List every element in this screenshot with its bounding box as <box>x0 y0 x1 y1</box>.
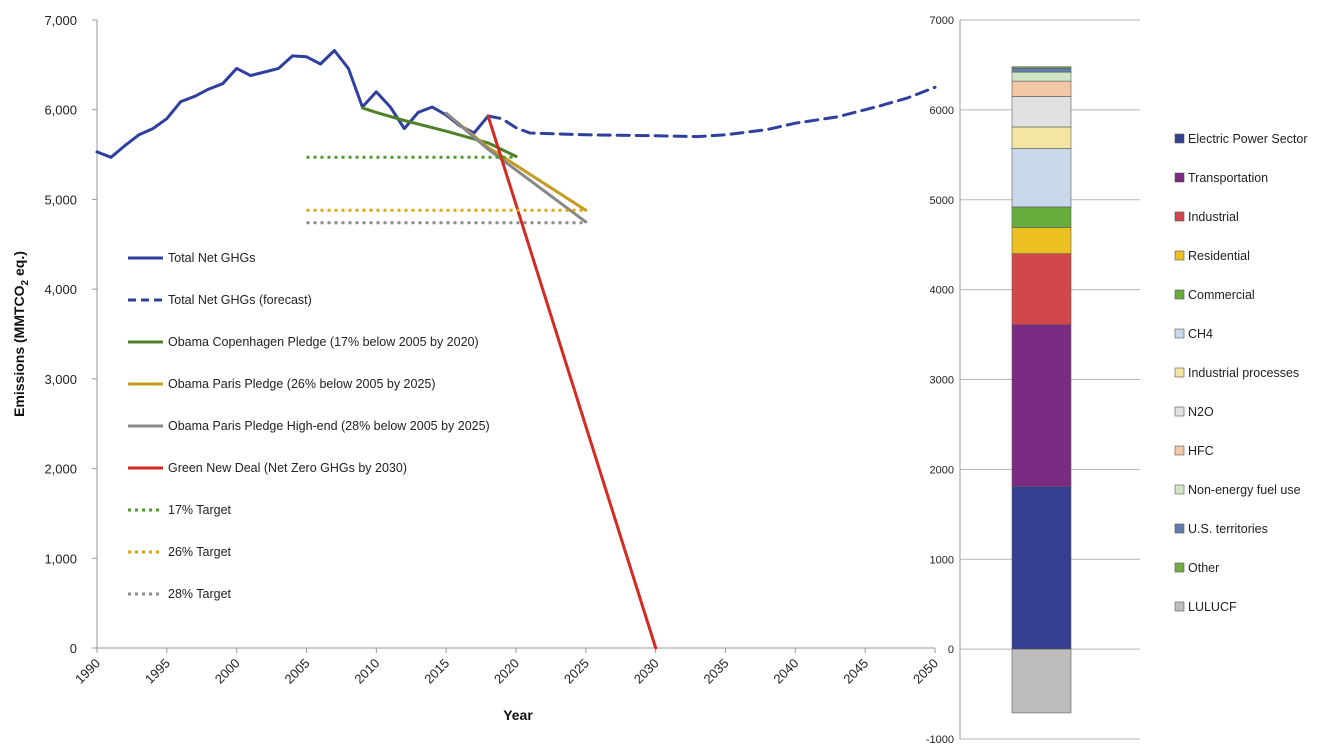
series-line-total-net-ghgs <box>95 49 490 159</box>
bar-segment-electric-power-sector <box>1011 486 1072 650</box>
y-tick-label: 2000 <box>930 464 954 476</box>
y-tick-label: -1000 <box>926 734 954 743</box>
legend-label: Obama Copenhagen Pledge (17% below 2005 … <box>168 335 479 349</box>
legend-swatch-n2o <box>1174 406 1185 417</box>
legend-label: Total Net GHGs <box>168 251 256 265</box>
legend-label: Other <box>1188 561 1219 575</box>
y-tick-label: 2,000 <box>44 462 77 477</box>
bar-segment-non-energy-fuel-use <box>1011 71 1072 82</box>
right-stacked-bar-chart: -1000 0 1000 2000 3000 4000 5000 6000 7000 Electr… <box>926 15 1308 746</box>
y-tick-label: 4000 <box>930 285 954 297</box>
legend-swatch-industrial-processes <box>1174 367 1185 378</box>
y-tick-label: 7,000 <box>44 13 77 28</box>
bar-segment-industrial <box>1011 253 1072 325</box>
y-tick-label: 0 <box>70 641 77 656</box>
legend-label: Commercial <box>1188 288 1255 302</box>
legend-label: Industrial <box>1188 210 1239 224</box>
y-tick-label: 7000 <box>930 15 954 27</box>
legend-swatch-hfc <box>1174 445 1185 456</box>
bar-segment-u-s-territories <box>1011 67 1072 73</box>
x-tick-label: 2035 <box>701 656 732 687</box>
legend-label: Transportation <box>1188 171 1268 185</box>
x-tick-label: 2020 <box>491 656 522 687</box>
legend-swatch-transportation <box>1174 172 1185 183</box>
y-tick-label: 3000 <box>930 375 954 387</box>
y-tick-label: 1000 <box>930 554 954 566</box>
legend-label: Non-energy fuel use <box>1188 483 1301 497</box>
legend-swatch-industrial <box>1174 211 1185 222</box>
bar-segment-hfc <box>1011 80 1072 97</box>
left-line-chart: 0 1,000 2,000 3,000 4,000 5,000 6,000 7,000 1990… <box>11 13 941 723</box>
x-axis-title: Year <box>503 707 533 723</box>
bar-segment-lulucf <box>1011 648 1072 714</box>
x-tick-label: 1995 <box>142 656 173 687</box>
legend-swatch-lulucf <box>1174 601 1185 612</box>
bar-segment-commercial <box>1011 206 1072 228</box>
legend-label: Total Net GHGs (forecast) <box>168 293 312 307</box>
bar-segment-residential <box>1011 227 1072 254</box>
x-tick-label: 2015 <box>421 656 452 687</box>
series-line-green-new-deal-net-zero-ghgs-by-2030 <box>486 114 658 650</box>
series-line-total-net-ghgs-forecast <box>486 85 937 139</box>
legend-swatch-u-s-territories <box>1174 523 1185 534</box>
legend-swatch-commercial <box>1174 289 1185 300</box>
y-tick-label: 5,000 <box>44 192 77 207</box>
y-axis-title-main: Emissions (MMTCO <box>11 285 27 417</box>
x-tick-label: 2030 <box>631 656 662 687</box>
legend-label: LULUCF <box>1188 600 1237 614</box>
y-tick-label: 5000 <box>930 195 954 207</box>
series-line-obama-copenhagen-pledge-17-below-2005-by-2020 <box>360 106 518 158</box>
legend-label: Industrial processes <box>1188 366 1299 380</box>
x-tick-label: 2000 <box>212 656 243 687</box>
legend-label: N2O <box>1188 405 1214 419</box>
legend-swatch-ch4 <box>1174 328 1185 339</box>
legend-label: Obama Paris Pledge High-end (28% below 2… <box>168 419 490 433</box>
legend-label: CH4 <box>1188 327 1213 341</box>
x-tick-label: 2050 <box>910 656 941 687</box>
series-line-obama-paris-pledge-high-end-28-below-2005-by-2025 <box>444 111 588 224</box>
legend-label: Obama Paris Pledge (26% below 2005 by 20… <box>168 377 436 391</box>
y-tick-label: 0 <box>948 644 954 656</box>
x-tick-label: 2040 <box>770 656 801 687</box>
x-tick-label: 2005 <box>282 656 313 687</box>
legend-swatch-electric-power-sector <box>1174 133 1185 144</box>
legend-label: HFC <box>1188 444 1214 458</box>
bar-segment-other <box>1011 66 1072 69</box>
legend-label: 28% Target <box>168 587 232 601</box>
bar-segment-ch4 <box>1011 148 1072 208</box>
y-tick-label: 6000 <box>930 105 954 117</box>
legend-label: Electric Power Sector <box>1188 132 1307 146</box>
y-tick-label: 4,000 <box>44 282 77 297</box>
bar-segment-transportation <box>1011 324 1072 487</box>
x-tick-label: 2010 <box>351 656 382 687</box>
x-tick-label: 2025 <box>561 656 592 687</box>
legend-swatch-non-energy-fuel-use <box>1174 484 1185 495</box>
bar-segment-industrial-processes <box>1011 126 1072 149</box>
y-tick-label: 1,000 <box>44 551 77 566</box>
legend-label: U.S. territories <box>1188 522 1268 536</box>
legend-label: Residential <box>1188 249 1250 263</box>
y-axis-title-tail: eq.) <box>11 251 27 280</box>
y-tick-label: 3,000 <box>44 372 77 387</box>
bar-segment-n2o <box>1011 96 1072 128</box>
legend-swatch-other <box>1174 562 1185 573</box>
y-axis-title: Emissions (MMTCO2 eq.) <box>11 251 31 417</box>
x-tick-label: 1990 <box>72 656 103 687</box>
legend-label: 17% Target <box>168 503 232 517</box>
legend-label: 26% Target <box>168 545 232 559</box>
x-tick-label: 2045 <box>840 656 871 687</box>
y-tick-label: 6,000 <box>44 103 77 118</box>
legend-label: Green New Deal (Net Zero GHGs by 2030) <box>168 461 407 475</box>
y-axis-title-subscript: 2 <box>20 279 31 285</box>
legend-swatch-residential <box>1174 250 1185 261</box>
